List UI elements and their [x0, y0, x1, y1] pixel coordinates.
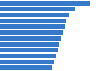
Bar — [0, 7, 75, 11]
Bar — [0, 13, 69, 17]
Bar — [0, 36, 61, 41]
Bar — [0, 19, 66, 23]
Bar — [0, 24, 65, 29]
Bar — [0, 48, 58, 52]
Bar — [0, 65, 52, 70]
Bar — [0, 42, 59, 47]
Bar — [0, 60, 54, 64]
Bar — [0, 54, 56, 58]
Bar — [0, 30, 62, 35]
Bar — [0, 1, 90, 6]
